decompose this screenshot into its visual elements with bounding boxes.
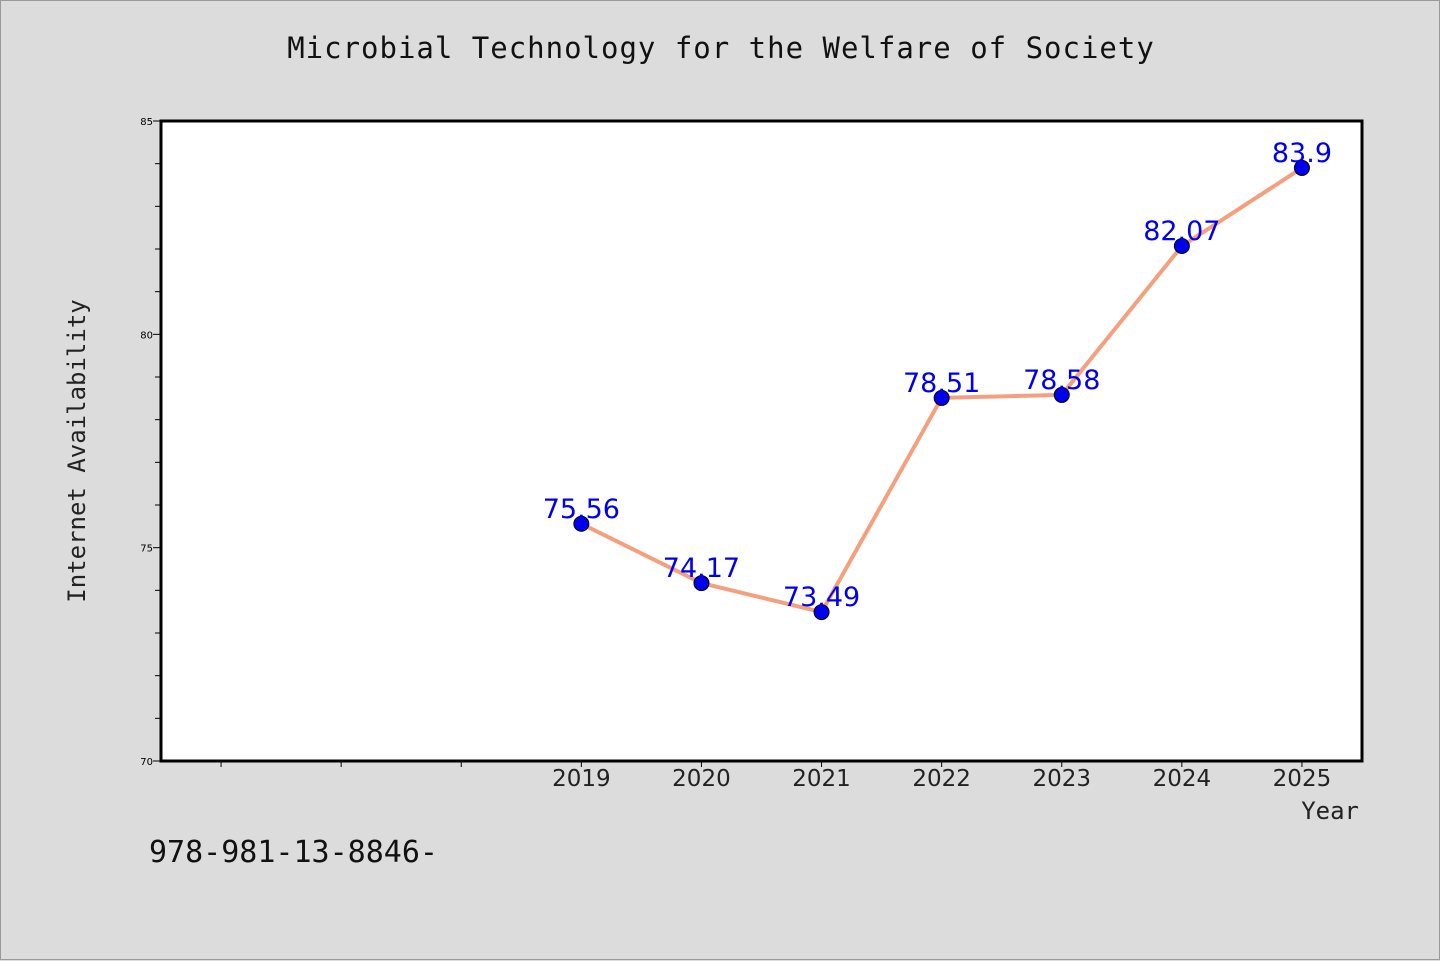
data-label: 78.58 [1023, 365, 1100, 396]
data-label: 75.56 [543, 494, 620, 525]
x-tick-label: 2019 [552, 766, 611, 792]
data-label: 73.49 [783, 582, 860, 613]
x-tick-label: 2024 [1153, 766, 1212, 792]
y-tick-label: 85 [140, 117, 153, 128]
data-point [1173, 238, 1190, 255]
data-label: 74.17 [663, 553, 740, 584]
y-tick-label: 75 [140, 544, 153, 555]
x-tick-label: 2023 [1032, 766, 1091, 792]
x-tick-label: 2025 [1273, 766, 1332, 792]
x-tick-label: 2020 [672, 766, 731, 792]
data-point [573, 515, 590, 532]
x-tick-label: 2021 [792, 766, 851, 792]
data-point [1293, 159, 1310, 176]
plot-area [159, 119, 1364, 763]
data-point [933, 389, 950, 406]
y-tick-label: 70 [140, 757, 153, 768]
data-point [1053, 386, 1070, 403]
x-tick-label: 2022 [912, 766, 971, 792]
isbn-text: 978-981-13-8846- [149, 835, 438, 870]
data-point [813, 604, 830, 621]
data-label: 83.9 [1272, 138, 1332, 169]
data-label: 78.51 [903, 368, 980, 399]
data-label: 82.07 [1143, 216, 1220, 247]
x-axis-label: Year [1301, 797, 1359, 825]
data-point [693, 575, 710, 592]
y-tick-label: 80 [140, 330, 153, 341]
chart-title: Microbial Technology for the Welfare of … [287, 31, 1155, 65]
